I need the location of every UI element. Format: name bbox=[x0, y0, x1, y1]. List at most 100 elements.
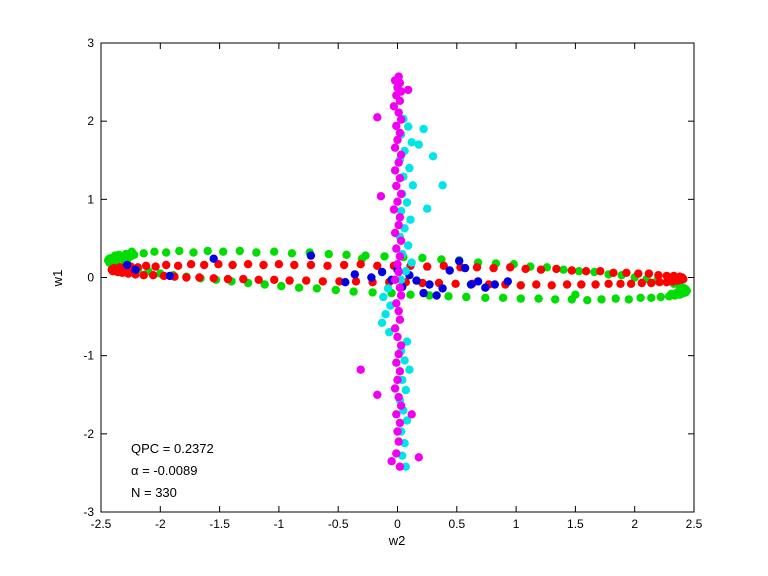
data-point bbox=[419, 288, 428, 298]
x-tick-label: 1 bbox=[513, 517, 520, 531]
data-point bbox=[401, 462, 410, 471]
data-point bbox=[393, 260, 402, 269]
data-point bbox=[395, 174, 405, 183]
data-point bbox=[622, 268, 631, 277]
data-point bbox=[490, 280, 499, 289]
x-tick-label: 0 bbox=[394, 517, 401, 531]
data-point bbox=[406, 215, 415, 224]
data-point bbox=[396, 275, 406, 284]
data-point bbox=[312, 284, 322, 293]
data-point bbox=[122, 260, 132, 270]
data-point bbox=[270, 275, 279, 284]
data-point bbox=[460, 263, 470, 273]
data-point bbox=[223, 274, 233, 284]
data-point bbox=[667, 289, 676, 299]
data-point bbox=[392, 358, 401, 367]
data-point bbox=[451, 279, 460, 288]
data-point bbox=[473, 277, 483, 286]
data-point bbox=[150, 247, 159, 256]
data-point bbox=[654, 271, 663, 280]
data-point bbox=[285, 276, 294, 285]
data-point bbox=[616, 279, 625, 288]
x-tick-label: -2.5 bbox=[91, 517, 112, 531]
data-point bbox=[390, 228, 400, 238]
data-point bbox=[596, 267, 605, 276]
data-point bbox=[407, 138, 416, 147]
annotation-alpha: α = -0.0089 bbox=[131, 463, 197, 478]
data-point bbox=[516, 294, 525, 303]
data-point bbox=[274, 260, 284, 269]
x-axis-label: w2 bbox=[388, 533, 406, 548]
data-point bbox=[559, 265, 568, 274]
data-point bbox=[159, 271, 169, 281]
data-point bbox=[306, 251, 316, 260]
data-point bbox=[395, 128, 405, 138]
data-point bbox=[481, 283, 490, 292]
data-point bbox=[162, 248, 171, 257]
data-point bbox=[406, 290, 415, 299]
data-point bbox=[552, 264, 561, 274]
data-point bbox=[609, 268, 618, 277]
data-point bbox=[395, 418, 405, 428]
data-point bbox=[203, 246, 212, 256]
data-point bbox=[396, 189, 406, 199]
data-point bbox=[323, 261, 332, 270]
x-tick-label: -0.5 bbox=[328, 517, 349, 531]
data-point bbox=[644, 269, 654, 278]
data-point bbox=[414, 140, 423, 149]
x-tick-label: 0.5 bbox=[448, 517, 465, 531]
data-point bbox=[200, 260, 209, 270]
data-point bbox=[350, 270, 359, 279]
data-point bbox=[392, 244, 401, 253]
data-point bbox=[402, 198, 412, 207]
data-point bbox=[173, 261, 183, 270]
data-point bbox=[662, 278, 671, 287]
data-point bbox=[318, 277, 327, 286]
data-point bbox=[395, 367, 405, 376]
data-point bbox=[412, 276, 421, 285]
data-point bbox=[444, 292, 453, 301]
data-point bbox=[260, 280, 269, 289]
x-tick-label: -1.5 bbox=[209, 517, 230, 531]
data-point bbox=[489, 263, 498, 273]
data-point bbox=[401, 385, 410, 395]
data-point bbox=[396, 236, 406, 245]
data-point bbox=[407, 410, 416, 419]
y-tick-label: 1 bbox=[87, 192, 94, 206]
data-point bbox=[254, 275, 263, 284]
data-point bbox=[377, 267, 387, 277]
data-point bbox=[551, 295, 560, 304]
y-tick-labels: -3 -2 -1 0 1 2 3 bbox=[83, 36, 94, 519]
x-tick-label: 2.5 bbox=[686, 517, 703, 531]
data-point bbox=[521, 264, 530, 274]
data-point bbox=[662, 271, 671, 281]
data-point bbox=[423, 204, 432, 213]
y-tick-label: 3 bbox=[87, 36, 94, 50]
data-point bbox=[498, 293, 508, 302]
data-point bbox=[376, 192, 386, 201]
data-point bbox=[209, 274, 218, 283]
data-point bbox=[175, 246, 184, 256]
data-point bbox=[419, 124, 428, 134]
data-point bbox=[141, 261, 151, 270]
data-point bbox=[395, 96, 405, 106]
data-point bbox=[396, 115, 406, 124]
data-point bbox=[390, 384, 400, 393]
data-point bbox=[405, 365, 414, 374]
annotation-n: N = 330 bbox=[131, 485, 177, 500]
y-axis-label: w1 bbox=[50, 270, 65, 288]
data-point bbox=[574, 267, 584, 276]
data-point bbox=[462, 292, 471, 302]
x-tick-label: 1.5 bbox=[567, 517, 584, 531]
data-point bbox=[404, 85, 413, 95]
data-point bbox=[392, 121, 401, 131]
data-point bbox=[331, 285, 340, 295]
x-tick-label: -2 bbox=[155, 517, 166, 531]
data-point bbox=[127, 247, 136, 256]
data-point bbox=[647, 293, 656, 302]
annotation-qpc: QPC = 0.2372 bbox=[131, 441, 214, 456]
y-tick-label: -2 bbox=[83, 427, 94, 441]
data-point bbox=[466, 280, 476, 289]
data-point bbox=[439, 261, 448, 270]
